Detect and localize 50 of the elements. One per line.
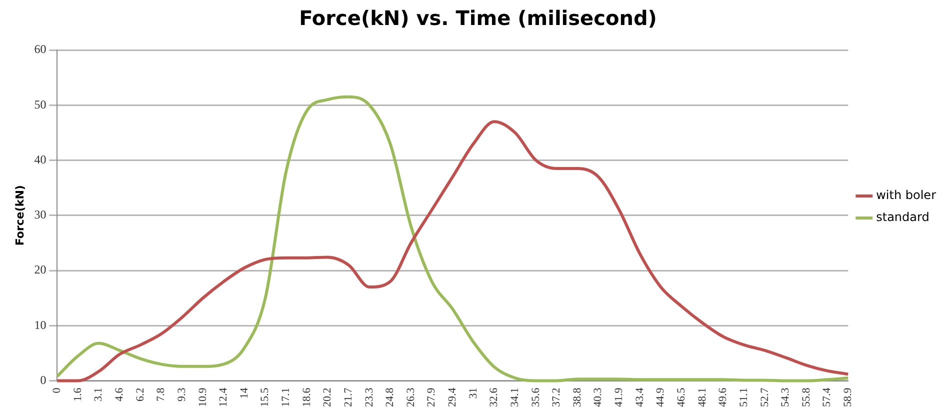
x-tick-label: 41.9: [613, 387, 626, 407]
x-tick-label: 29.4: [446, 387, 459, 407]
y-tick-label: 40: [34, 152, 46, 166]
x-tick-label: 44.9: [654, 387, 667, 407]
x-tick-label: 23.3: [363, 387, 376, 407]
y-tick-label: 10: [34, 318, 46, 332]
y-tick-label: 0: [40, 372, 46, 387]
x-tick-label: 57.4: [821, 387, 834, 407]
x-tick-label: 46.5: [676, 387, 688, 407]
x-tick-label: 14: [238, 387, 250, 399]
x-tick-label: 48.1: [696, 388, 708, 407]
x-tick-label: 32.6: [488, 387, 500, 407]
x-tick-label: 26.3: [404, 387, 417, 407]
x-tick-label: 17.1: [280, 388, 292, 407]
x-tick-label: 18.6: [300, 387, 313, 407]
x-tick-label: 4.6: [114, 387, 126, 402]
x-tick-label: 35.6: [530, 387, 542, 407]
x-tick-label: 0: [51, 387, 64, 394]
x-tick-label: 24.8: [384, 387, 396, 407]
x-tick-label: 7.8: [155, 387, 168, 402]
x-tick-label: 40.3: [592, 387, 604, 407]
x-tick-label: 51.1: [738, 388, 750, 407]
x-tick-label: 54.3: [780, 387, 792, 407]
y-tick-label: 20: [34, 262, 46, 277]
x-tick-label: 10.9: [196, 387, 209, 407]
x-tick-label: 27.9: [426, 387, 438, 407]
x-tick-label: 9.3: [176, 387, 188, 402]
x-tick-label: 6.2: [134, 388, 146, 402]
y-tick-label: 60: [34, 42, 46, 56]
legend-label: standard: [876, 210, 930, 224]
x-tick-label: 15.5: [259, 387, 272, 407]
x-tick-label: 31: [467, 388, 480, 399]
x-tick-label: 12.4: [218, 387, 230, 407]
x-tick-label: 34.1: [508, 388, 521, 407]
x-tick-label: 1.6: [72, 387, 84, 402]
legend-label: with boler: [876, 188, 936, 202]
y-tick-label: 30: [34, 208, 46, 222]
x-tick-label: 52.7: [758, 387, 771, 407]
x-tick-label: 55.8: [800, 387, 812, 407]
y-tick-label: 50: [34, 97, 46, 112]
chart-title: Force(kN) vs. Time (milisecond): [299, 6, 657, 30]
x-tick-label: 20.2: [322, 388, 334, 407]
x-tick-label: 37.2: [550, 388, 563, 407]
x-tick-label: 3.1: [92, 388, 105, 402]
x-tick-label: 49.6: [717, 387, 730, 407]
x-tick-label: 21.7: [342, 387, 354, 407]
x-tick-label: 58.9: [842, 387, 854, 407]
x-tick-label: 38.8: [571, 387, 584, 407]
x-tick-label: 43.4: [634, 387, 646, 407]
y-axis-title: Force(kN): [13, 185, 26, 246]
